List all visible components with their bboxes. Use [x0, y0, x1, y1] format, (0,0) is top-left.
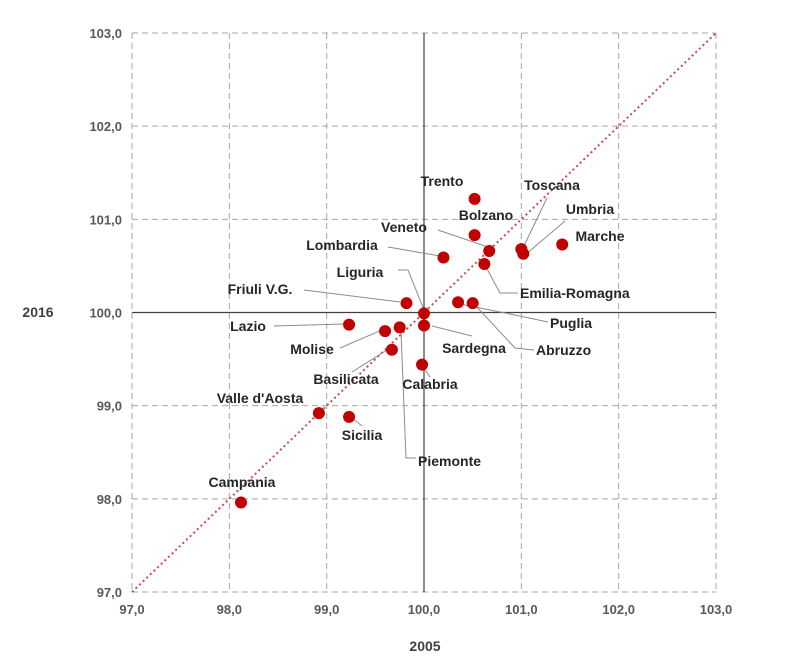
label-molise: Molise	[290, 341, 334, 357]
point-marche	[556, 238, 569, 251]
label-piemonte: Piemonte	[418, 453, 481, 469]
point-calabria	[416, 358, 429, 371]
point-sardegna	[418, 319, 430, 332]
x-tick-label: 99,0	[314, 602, 339, 617]
point-liguria	[418, 307, 430, 320]
point-lazio	[343, 318, 356, 331]
leader-friuli-v-g	[303, 289, 401, 303]
point-friuli-v-g	[400, 297, 413, 310]
point-labels: Trento Bolzano Toscana Umbria Marche VenetoLo…	[209, 173, 630, 490]
x-axis-title: 2005	[409, 638, 440, 654]
point-puglia	[452, 296, 465, 309]
y-axis-title: 2016	[22, 304, 53, 320]
y-tick-label: 102,0	[89, 119, 122, 134]
x-tick-label: 98,0	[217, 602, 242, 617]
label-puglia: Puglia	[550, 315, 592, 331]
leader-piemonte	[400, 330, 416, 459]
point-piemonte	[393, 321, 406, 334]
leader-lombardia	[387, 246, 441, 257]
label-toscana: Toscana	[524, 177, 580, 193]
x-tick-label: 103,0	[700, 602, 733, 617]
label-valle-d-aosta: Valle d'Aosta	[217, 390, 304, 406]
point-basilicata	[385, 343, 398, 356]
label-friuli-v-g: Friuli V.G.	[228, 281, 293, 297]
label-sardegna: Sardegna	[442, 340, 506, 356]
point-valle-d-aosta	[312, 407, 325, 420]
label-basilicata: Basilicata	[313, 371, 379, 387]
point-lombardia	[437, 251, 450, 264]
y-tick-label: 99,0	[97, 399, 122, 414]
leader-basilicata	[351, 349, 388, 373]
point-bolzano	[468, 229, 481, 242]
point-umbria	[517, 247, 530, 260]
leader-liguria	[398, 269, 425, 311]
y-tick-label: 103,0	[89, 26, 122, 41]
point-emilia-romagna	[478, 258, 491, 271]
label-sicilia: Sicilia	[342, 427, 383, 443]
label-abruzzo: Abruzzo	[536, 342, 591, 358]
leader-molise	[339, 329, 383, 349]
point-sicilia	[343, 410, 356, 423]
label-veneto: Veneto	[381, 219, 427, 235]
leader-sardegna	[431, 325, 473, 337]
label-umbria: Umbria	[566, 201, 614, 217]
point-abruzzo	[466, 297, 479, 310]
leader-abruzzo	[473, 303, 535, 351]
label-liguria: Liguria	[337, 264, 384, 280]
y-tick-label: 97,0	[97, 585, 122, 600]
y-tick-label: 98,0	[97, 492, 122, 507]
label-leaders	[273, 197, 566, 459]
label-lazio: Lazio	[230, 318, 266, 334]
label-emilia-romagna: Emilia-Romagna	[520, 285, 630, 301]
leader-veneto	[437, 229, 489, 248]
point-trento	[468, 192, 481, 205]
y-tick-label: 100,0	[89, 306, 122, 321]
data-points	[235, 192, 569, 509]
label-lombardia: Lombardia	[306, 237, 378, 253]
label-trento: Trento	[421, 173, 464, 189]
leader-toscana	[521, 197, 548, 251]
x-tick-label: 102,0	[602, 602, 635, 617]
leader-lazio	[273, 323, 345, 327]
leader-umbria	[524, 220, 566, 256]
point-molise	[379, 325, 392, 338]
x-tick-label: 101,0	[505, 602, 538, 617]
point-veneto	[483, 245, 496, 258]
y-tick-label: 101,0	[89, 212, 122, 227]
x-tick-label: 97,0	[119, 602, 144, 617]
x-tick-label: 100,0	[408, 602, 441, 617]
label-bolzano: Bolzano	[459, 207, 513, 223]
label-marche: Marche	[575, 228, 624, 244]
label-campania: Campania	[209, 474, 276, 490]
leader-emilia-romagna	[485, 266, 518, 294]
point-campania	[235, 496, 248, 509]
tick-labels: 97,0 97,0 98,0 98,0 99,0 99,0 100,0 100,0 101,0 1…	[89, 26, 732, 617]
label-calabria: Calabria	[402, 376, 457, 392]
